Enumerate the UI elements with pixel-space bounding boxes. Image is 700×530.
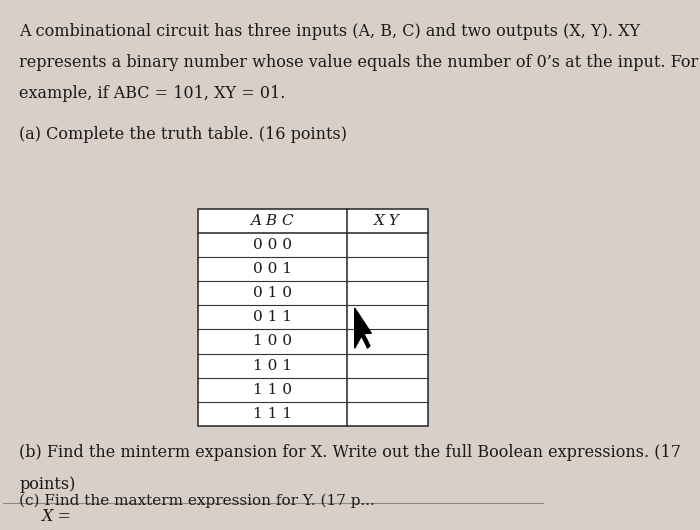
Text: (c) Find the maxterm expression for Y. (17 p...: (c) Find the maxterm expression for Y. (… [19,493,374,508]
Text: A B C: A B C [251,214,294,227]
Text: (a) Complete the truth table. (16 points): (a) Complete the truth table. (16 points… [19,126,347,143]
Text: points): points) [19,476,76,493]
Text: X Y: X Y [374,214,400,227]
Text: 1 0 1: 1 0 1 [253,359,292,373]
Text: example, if ABC = 101, XY = 01.: example, if ABC = 101, XY = 01. [19,85,286,102]
Text: 0 1 0: 0 1 0 [253,286,292,300]
Text: represents a binary number whose value equals the number of 0’s at the input. Fo: represents a binary number whose value e… [19,54,699,71]
Text: 0 0 0: 0 0 0 [253,238,292,252]
Polygon shape [355,308,372,348]
Text: 0 1 1: 0 1 1 [253,311,292,324]
Text: 1 1 1: 1 1 1 [253,407,292,421]
Text: X =: X = [41,508,71,525]
Text: 1 0 0: 1 0 0 [253,334,292,349]
Text: A combinational circuit has three inputs (A, B, C) and two outputs (X, Y). XY: A combinational circuit has three inputs… [19,23,640,40]
Text: (b) Find the minterm expansion for X. Write out the full Boolean expressions. (1: (b) Find the minterm expansion for X. Wr… [19,444,681,461]
Text: 1 1 0: 1 1 0 [253,383,292,397]
Text: 0 0 1: 0 0 1 [253,262,292,276]
FancyBboxPatch shape [197,208,428,426]
